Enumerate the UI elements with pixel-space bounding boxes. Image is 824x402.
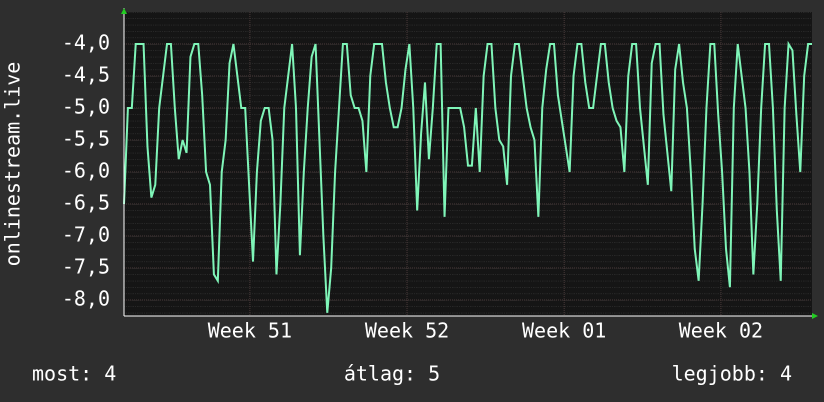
x-tick-label: Week 02 [679, 319, 763, 343]
y-tick-label: -5,5 [62, 127, 110, 151]
y-tick-label: -4,5 [62, 63, 110, 87]
x-arrow [812, 313, 818, 319]
footer-current: most: 4 [32, 362, 116, 386]
footer-best: legjobb: 4 [672, 362, 792, 386]
footer-average: átlag: 5 [344, 362, 440, 386]
x-tick-label: Week 51 [208, 319, 292, 343]
plot [123, 40, 812, 313]
y-arrow [121, 8, 127, 14]
y-tick-label: -4,0 [62, 31, 110, 55]
y-tick-label: -5,0 [62, 95, 110, 119]
data-line [123, 40, 812, 313]
x-tick-label: Week 01 [522, 319, 606, 343]
y-tick-label: -7,5 [62, 255, 110, 279]
y-tick-label: -6,0 [62, 159, 110, 183]
y-tick-label: -7,0 [62, 223, 110, 247]
y-tick-label: -6,5 [62, 191, 110, 215]
y-tick-label: -8,0 [62, 287, 110, 311]
y-axis-label: onlinestream.live [1, 62, 25, 267]
x-tick-label: Week 52 [365, 319, 449, 343]
